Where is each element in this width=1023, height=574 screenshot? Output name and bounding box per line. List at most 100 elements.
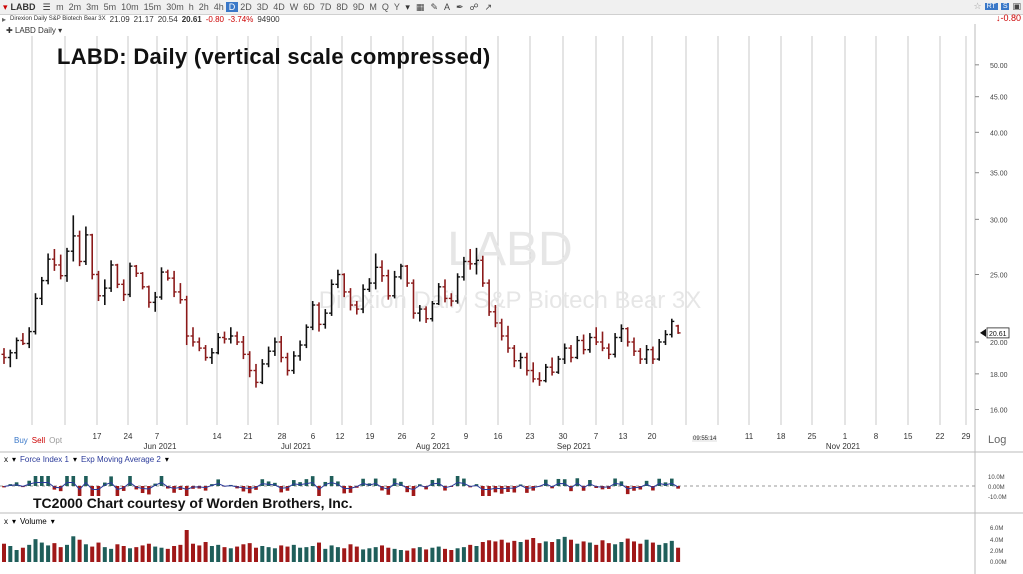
timeframe-3d[interactable]: 3D — [256, 2, 269, 12]
volume-bar — [613, 544, 618, 562]
timeframe-6d[interactable]: 6D — [303, 2, 315, 12]
force-bar — [657, 478, 661, 486]
chart-label-dropdown-icon[interactable]: ▾ — [58, 26, 63, 35]
expand-icon[interactable]: ▸ — [2, 14, 7, 24]
volume-bar — [298, 547, 303, 562]
date-tick-label: 20 — [648, 432, 657, 441]
timeframe-q[interactable]: Q — [381, 2, 389, 12]
timeframe-m[interactable]: m — [56, 2, 64, 12]
volume-bar — [14, 550, 19, 562]
timeframe-3m[interactable]: 3m — [86, 2, 99, 12]
quote-high: 21.17 — [133, 14, 154, 24]
panel-expand-icon[interactable]: ▾ — [12, 517, 17, 526]
ema-label[interactable]: Exp Moving Average 2 — [80, 455, 161, 464]
timeframe-7d[interactable]: 7D — [319, 2, 332, 12]
ohlc-bar — [146, 285, 152, 308]
force-index-label[interactable]: Force Index 1 — [20, 455, 69, 464]
timeframe-w[interactable]: W — [289, 2, 299, 12]
force-index-dropdown-icon[interactable]: ▾ — [72, 455, 77, 464]
force-bar — [147, 486, 151, 495]
timeframe-dropdown-icon[interactable]: ▾ — [405, 1, 410, 12]
volume-bar — [361, 549, 366, 562]
volume-bar — [27, 544, 32, 562]
chart-settings-icon[interactable]: ✚ — [6, 26, 13, 35]
timeframe-5m[interactable]: 5m — [103, 2, 117, 12]
symbol-field[interactable]: LABD — [10, 2, 36, 12]
timeframe-8d[interactable]: 8D — [336, 2, 348, 12]
volume-bar — [493, 541, 498, 562]
force-bar — [361, 478, 365, 486]
ohlc-bar — [266, 346, 272, 368]
sell-button[interactable]: Sell — [31, 436, 46, 445]
s-badge[interactable]: S — [1000, 3, 1010, 10]
date-tick-label: 14 — [213, 432, 222, 441]
ema-dropdown-icon[interactable]: ▾ — [164, 455, 169, 464]
timeframe-2d[interactable]: 2D — [240, 2, 252, 12]
volume-bar — [562, 536, 567, 562]
panel-expand-icon[interactable]: ▾ — [12, 455, 17, 464]
timeframe-m[interactable]: M — [369, 2, 377, 12]
volume-dropdown-icon[interactable]: ▾ — [50, 517, 55, 526]
ohlc-bar — [492, 305, 498, 328]
panel-close-icon[interactable]: x — [4, 455, 8, 464]
date-tick-label: 29 — [962, 432, 971, 441]
volume-bar — [20, 547, 25, 562]
volume-bar — [386, 547, 391, 562]
share-icon[interactable]: ↗ — [484, 1, 493, 12]
ohlc-bar — [127, 262, 133, 298]
timeframe-4h[interactable]: 4h — [213, 2, 224, 12]
price-tick-label: 16.00 — [990, 407, 1008, 414]
text-icon[interactable]: A — [443, 2, 450, 12]
log-scale-toggle[interactable]: Log — [988, 434, 1007, 446]
volume-bar — [304, 547, 309, 562]
force-bar — [121, 486, 126, 491]
window-controls-icon[interactable]: ▣ — [1012, 1, 1021, 11]
symbol-dropdown-icon[interactable]: ▾ — [3, 1, 8, 12]
ohlc-bar — [228, 327, 234, 344]
force-bar — [411, 486, 416, 496]
date-tick-label: 19 — [366, 432, 375, 441]
timeframe-4d[interactable]: 4D — [273, 2, 285, 12]
force-bar — [260, 479, 265, 486]
volume-bar — [65, 544, 69, 562]
date-tick-label: 7 — [594, 432, 599, 441]
volume-bar — [405, 550, 410, 562]
trade-buttons: Buy Sell Opt — [14, 436, 62, 445]
timeframe-2h[interactable]: 2h — [198, 2, 209, 12]
date-tick-label: 7 — [155, 432, 160, 441]
time-axis: 17 24 7 14 21 28 6 12 19 26 2 9 16 23 30 7 13 20 11 18 25 1 8 1… — [93, 432, 971, 451]
force-bar — [2, 486, 6, 488]
buy-button[interactable]: Buy — [14, 436, 28, 445]
link-icon[interactable]: ☍ — [469, 1, 479, 12]
volume-label[interactable]: Volume — [20, 517, 47, 526]
volume-bar — [531, 538, 536, 562]
brush-icon[interactable]: ✒ — [456, 1, 464, 12]
star-icon[interactable]: ☆ — [973, 1, 982, 11]
timeframe-15m[interactable]: 15m — [143, 2, 162, 12]
company-name: Direxion Daily S&P Biotech Bear 3X — [10, 16, 106, 22]
timeframe-30m[interactable]: 30m — [166, 2, 184, 12]
ohlc-bar — [631, 337, 637, 356]
timeframe-h[interactable]: h — [188, 2, 194, 12]
volume-bar — [165, 548, 170, 562]
options-button[interactable]: Opt — [49, 436, 63, 445]
volume-bar — [392, 548, 397, 562]
ohlc-bar — [612, 333, 618, 358]
timeframe-d[interactable]: D — [226, 2, 238, 12]
timeframe-y[interactable]: Y — [393, 2, 400, 12]
menu-icon[interactable]: ☰ — [42, 1, 51, 12]
chart-label[interactable]: ✚ LABD Daily ▾ — [6, 26, 62, 35]
timeframe-9d[interactable]: 9D — [352, 2, 365, 12]
volume-bar — [556, 539, 561, 562]
date-tick-label: 21 — [244, 432, 253, 441]
panel-close-icon[interactable]: x — [4, 517, 8, 526]
drawing-pencil-icon[interactable]: ✎ — [430, 1, 438, 12]
force-bar — [172, 486, 176, 493]
chart-type-icon[interactable]: ▦ — [415, 1, 425, 12]
date-tick-label: 17 — [93, 432, 102, 441]
price-tick-label: 20.00 — [990, 340, 1008, 347]
timeframe-2m[interactable]: 2m — [68, 2, 82, 12]
timeframe-10m[interactable]: 10m — [121, 2, 139, 12]
force-bar — [436, 478, 441, 486]
